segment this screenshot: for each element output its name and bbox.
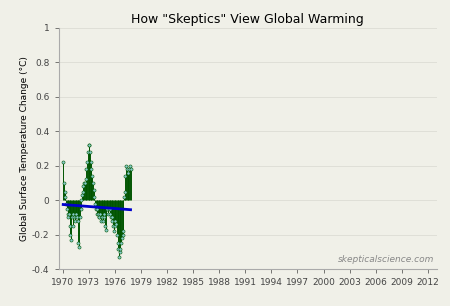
Point bbox=[109, 215, 116, 220]
Point bbox=[71, 218, 78, 223]
Point bbox=[72, 211, 80, 216]
Point bbox=[110, 229, 117, 234]
Point bbox=[124, 170, 131, 175]
Point bbox=[108, 215, 115, 220]
Point bbox=[65, 215, 72, 220]
Point bbox=[93, 211, 100, 216]
Point bbox=[85, 143, 92, 147]
Point bbox=[117, 241, 125, 246]
Point bbox=[102, 227, 109, 232]
Point bbox=[74, 218, 81, 223]
Point bbox=[86, 149, 94, 154]
Point bbox=[117, 246, 124, 251]
Point bbox=[94, 211, 102, 216]
Point bbox=[105, 206, 112, 211]
Point bbox=[70, 211, 77, 216]
Point bbox=[125, 170, 132, 175]
Point bbox=[71, 215, 78, 220]
Point bbox=[103, 206, 110, 211]
Point bbox=[68, 237, 75, 242]
Point bbox=[92, 206, 99, 211]
Point bbox=[84, 149, 91, 154]
Title: How "Skeptics" View Global Warming: How "Skeptics" View Global Warming bbox=[131, 13, 364, 26]
Point bbox=[101, 211, 108, 216]
Point bbox=[121, 194, 128, 199]
Point bbox=[115, 246, 122, 251]
Point bbox=[65, 211, 72, 216]
Point bbox=[62, 194, 69, 199]
Point bbox=[63, 206, 70, 211]
Point bbox=[81, 181, 88, 185]
Point bbox=[97, 211, 104, 216]
Point bbox=[72, 215, 79, 220]
Point bbox=[110, 224, 117, 229]
Point bbox=[76, 215, 83, 220]
Point bbox=[104, 206, 111, 211]
Point bbox=[115, 255, 122, 259]
Point bbox=[61, 189, 68, 194]
Point bbox=[68, 215, 76, 220]
Point bbox=[118, 236, 126, 241]
Point bbox=[107, 211, 114, 216]
Point bbox=[91, 201, 99, 206]
Point bbox=[78, 192, 86, 197]
Point bbox=[80, 184, 87, 189]
Point bbox=[66, 224, 73, 229]
Point bbox=[89, 174, 96, 178]
Point bbox=[84, 160, 91, 165]
Point bbox=[127, 167, 134, 172]
Point bbox=[126, 167, 133, 172]
Point bbox=[116, 250, 123, 255]
Point bbox=[64, 211, 71, 216]
Point bbox=[79, 189, 86, 194]
Point bbox=[95, 215, 102, 220]
Y-axis label: Global Surface Temperature Change (°C): Global Surface Temperature Change (°C) bbox=[20, 56, 29, 241]
Point bbox=[78, 198, 85, 203]
Point bbox=[121, 189, 128, 194]
Point bbox=[123, 167, 130, 172]
Point bbox=[99, 218, 107, 223]
Point bbox=[73, 215, 81, 220]
Point bbox=[114, 241, 121, 246]
Point bbox=[97, 218, 104, 223]
Point bbox=[94, 206, 101, 211]
Point bbox=[122, 174, 129, 178]
Point bbox=[81, 181, 89, 185]
Point bbox=[96, 215, 103, 220]
Point bbox=[63, 201, 70, 206]
Point bbox=[89, 181, 96, 185]
Point bbox=[59, 160, 67, 165]
Point bbox=[75, 241, 82, 246]
Point bbox=[122, 163, 130, 168]
Point bbox=[108, 218, 115, 223]
Point bbox=[90, 187, 97, 192]
Point bbox=[83, 167, 90, 172]
Point bbox=[112, 218, 119, 223]
Point bbox=[82, 177, 89, 182]
Point bbox=[119, 232, 126, 237]
Point bbox=[99, 215, 106, 220]
Point bbox=[76, 244, 83, 249]
Point bbox=[67, 232, 74, 237]
Point bbox=[86, 143, 93, 147]
Point bbox=[60, 181, 68, 185]
Point bbox=[100, 215, 108, 220]
Point bbox=[120, 229, 127, 234]
Point bbox=[104, 211, 112, 216]
Point bbox=[87, 160, 94, 165]
Point bbox=[77, 206, 84, 211]
Point bbox=[69, 224, 76, 229]
Point bbox=[112, 222, 120, 227]
Point bbox=[102, 224, 109, 229]
Point bbox=[88, 167, 95, 172]
Point bbox=[126, 163, 133, 168]
Text: skepticalscience.com: skepticalscience.com bbox=[338, 256, 435, 264]
Point bbox=[113, 232, 121, 237]
Point bbox=[111, 224, 118, 229]
Point bbox=[91, 194, 98, 199]
Point bbox=[106, 206, 113, 211]
Point bbox=[98, 215, 105, 220]
